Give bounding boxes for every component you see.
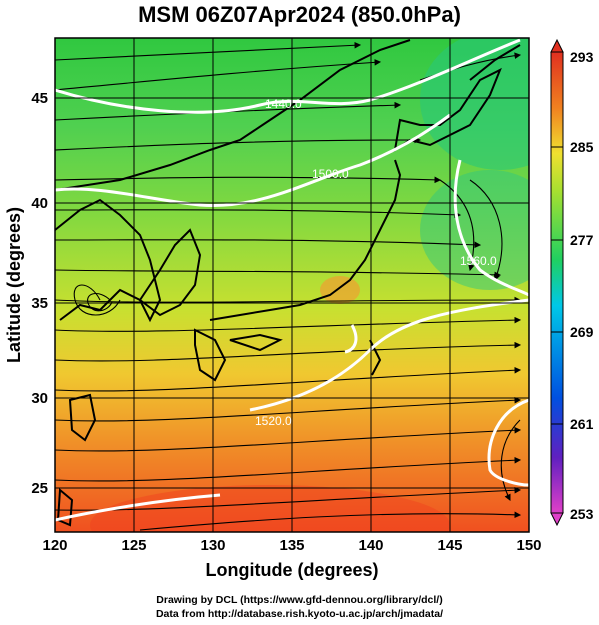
contour-label-2: 1500.0 <box>312 167 349 181</box>
cool-region-east <box>420 170 529 290</box>
grid-lines <box>55 38 529 532</box>
y-tick: 45 <box>31 90 48 107</box>
colorbar-max-triangle <box>550 38 564 53</box>
warm-region <box>90 485 450 532</box>
colorbar: 293 285 277 269 261 253 <box>550 38 594 527</box>
credit-data: Data from http://database.rish.kyoto-u.a… <box>155 608 444 620</box>
x-tick: 130 <box>200 537 225 554</box>
height-contours <box>55 38 529 522</box>
colorbar-tick: 269 <box>570 324 594 340</box>
colorbar-min-triangle <box>550 512 564 527</box>
y-tick-labels: 25 30 35 40 45 <box>31 90 48 497</box>
coastlines <box>55 39 521 527</box>
contour-label-4: 1520.0 <box>255 414 292 428</box>
credit-drawing: Drawing by DCL (https://www.gfd-dennou.o… <box>156 594 443 606</box>
y-axis-label: Latitude (degrees) <box>4 207 24 363</box>
x-axis-label: Longitude (degrees) <box>205 560 378 580</box>
colorbar-scale <box>550 51 564 514</box>
contour-label-3: 1560.0 <box>460 254 497 268</box>
x-tick: 150 <box>516 537 541 554</box>
credits: Drawing by DCL (https://www.gfd-dennou.o… <box>0 593 599 621</box>
colorbar-tick: 261 <box>570 416 594 432</box>
colorbar-tick: 285 <box>570 139 594 155</box>
y-tick: 25 <box>31 480 48 497</box>
x-tick: 135 <box>279 537 304 554</box>
y-tick: 30 <box>31 390 48 407</box>
x-tick: 140 <box>358 537 383 554</box>
contour-label-1: 1440.0 <box>265 97 302 111</box>
colorbar-tick: 253 <box>570 506 594 522</box>
colorbar-tick: 277 <box>570 232 594 248</box>
x-tick-labels: 120 125 130 135 140 145 150 <box>42 537 541 554</box>
page-title: MSM 06Z07Apr2024 (850.0hPa) <box>138 2 461 27</box>
warm-patch <box>320 276 360 304</box>
y-tick: 40 <box>31 195 48 212</box>
x-tick: 145 <box>437 537 462 554</box>
x-tick: 125 <box>121 537 146 554</box>
colorbar-tick: 293 <box>570 49 594 65</box>
x-tick: 120 <box>42 537 67 554</box>
plot-frame <box>54 37 530 533</box>
y-tick: 35 <box>31 295 48 312</box>
